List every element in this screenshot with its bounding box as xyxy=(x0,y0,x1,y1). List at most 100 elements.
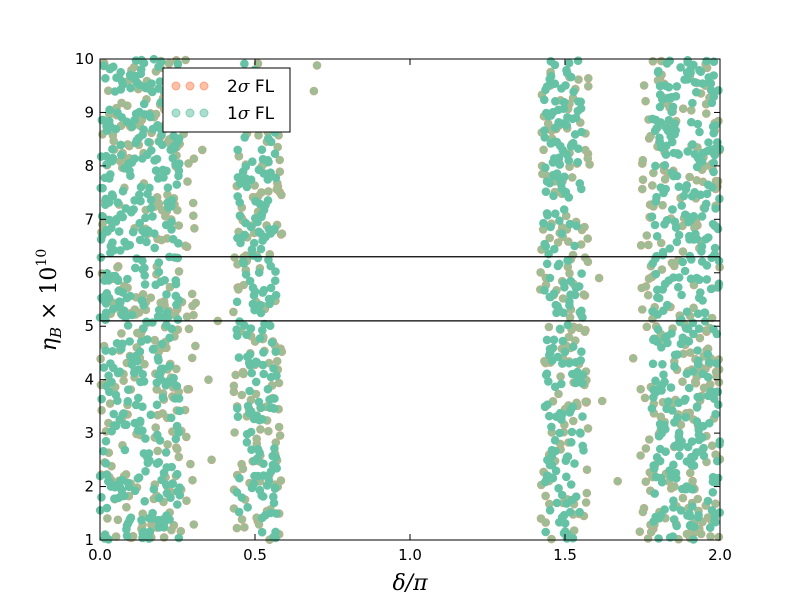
data-point xyxy=(240,133,249,142)
data-point xyxy=(547,422,556,432)
data-point xyxy=(557,490,567,500)
data-point xyxy=(137,515,146,525)
data-point xyxy=(566,437,576,447)
data-point xyxy=(266,137,276,147)
data-point xyxy=(663,126,673,136)
data-point xyxy=(637,283,647,293)
data-point xyxy=(140,110,150,119)
data-point xyxy=(238,256,248,266)
data-point xyxy=(183,177,192,186)
data-point xyxy=(677,290,686,300)
legend-marker xyxy=(185,108,195,118)
data-point xyxy=(259,285,269,295)
data-point xyxy=(655,133,664,143)
data-point xyxy=(117,344,126,354)
data-point xyxy=(121,204,131,213)
series-1sigma-points xyxy=(95,54,725,544)
data-point xyxy=(172,180,182,189)
data-point xyxy=(253,444,263,454)
data-point xyxy=(238,464,248,474)
data-point xyxy=(275,167,285,176)
data-point xyxy=(569,87,578,96)
data-point xyxy=(539,218,548,228)
data-point xyxy=(134,393,143,403)
data-point xyxy=(650,126,660,135)
data-point xyxy=(560,282,569,292)
data-point xyxy=(656,342,666,352)
data-point xyxy=(550,435,560,445)
data-point xyxy=(658,285,668,294)
data-point xyxy=(271,267,280,276)
data-point xyxy=(563,256,572,265)
data-point xyxy=(669,515,679,524)
data-point xyxy=(107,223,116,233)
data-point xyxy=(168,479,177,489)
data-point xyxy=(705,380,715,389)
data-point xyxy=(128,227,138,237)
data-point xyxy=(248,299,258,309)
data-point xyxy=(547,534,556,544)
data-point xyxy=(551,466,561,476)
data-point xyxy=(120,420,129,430)
data-point xyxy=(709,167,718,177)
data-point xyxy=(163,440,172,449)
data-point xyxy=(552,498,562,508)
data-point xyxy=(270,394,279,403)
data-point xyxy=(675,435,684,445)
data-point xyxy=(694,356,703,366)
data-point xyxy=(104,371,113,381)
legend-marker xyxy=(171,108,181,118)
data-point xyxy=(580,222,589,232)
data-point xyxy=(240,522,249,532)
data-point xyxy=(673,413,682,423)
data-point xyxy=(126,513,136,523)
data-point xyxy=(96,183,105,193)
data-point xyxy=(135,347,145,356)
data-point xyxy=(140,496,149,506)
data-point xyxy=(676,63,685,72)
data-point xyxy=(198,145,207,155)
data-point xyxy=(657,386,666,395)
data-point xyxy=(562,121,572,130)
data-point xyxy=(117,150,126,160)
data-point xyxy=(545,178,555,188)
data-point xyxy=(570,290,580,300)
data-point xyxy=(204,375,213,385)
data-point xyxy=(641,477,651,487)
data-point xyxy=(709,57,719,67)
data-point xyxy=(175,159,184,168)
data-point xyxy=(583,74,593,83)
data-point xyxy=(113,274,122,284)
data-point xyxy=(692,448,701,457)
data-point xyxy=(556,372,565,381)
data-point xyxy=(174,394,184,403)
data-point xyxy=(249,238,259,248)
data-point xyxy=(312,61,322,70)
data-point xyxy=(130,115,139,125)
data-point xyxy=(704,357,714,367)
data-point xyxy=(259,348,268,357)
data-point xyxy=(688,140,697,149)
data-point xyxy=(132,254,141,263)
data-point xyxy=(162,320,171,330)
reference-lines xyxy=(100,256,720,322)
data-point xyxy=(575,507,585,517)
y-tick-label: 5 xyxy=(84,317,94,335)
legend-entry: 1σ FL xyxy=(171,104,275,124)
data-point xyxy=(150,335,159,345)
data-point xyxy=(635,527,645,537)
legend-marker xyxy=(171,81,181,91)
data-point xyxy=(139,377,149,386)
data-point xyxy=(100,276,109,285)
data-point xyxy=(648,335,658,345)
data-point xyxy=(550,97,560,106)
data-point xyxy=(139,99,149,109)
data-point xyxy=(97,394,106,404)
data-point xyxy=(699,443,708,453)
data-point xyxy=(658,250,668,260)
data-point xyxy=(157,140,167,150)
data-point xyxy=(174,267,184,276)
data-point xyxy=(241,218,250,228)
data-point xyxy=(657,95,667,104)
data-point xyxy=(539,145,548,155)
